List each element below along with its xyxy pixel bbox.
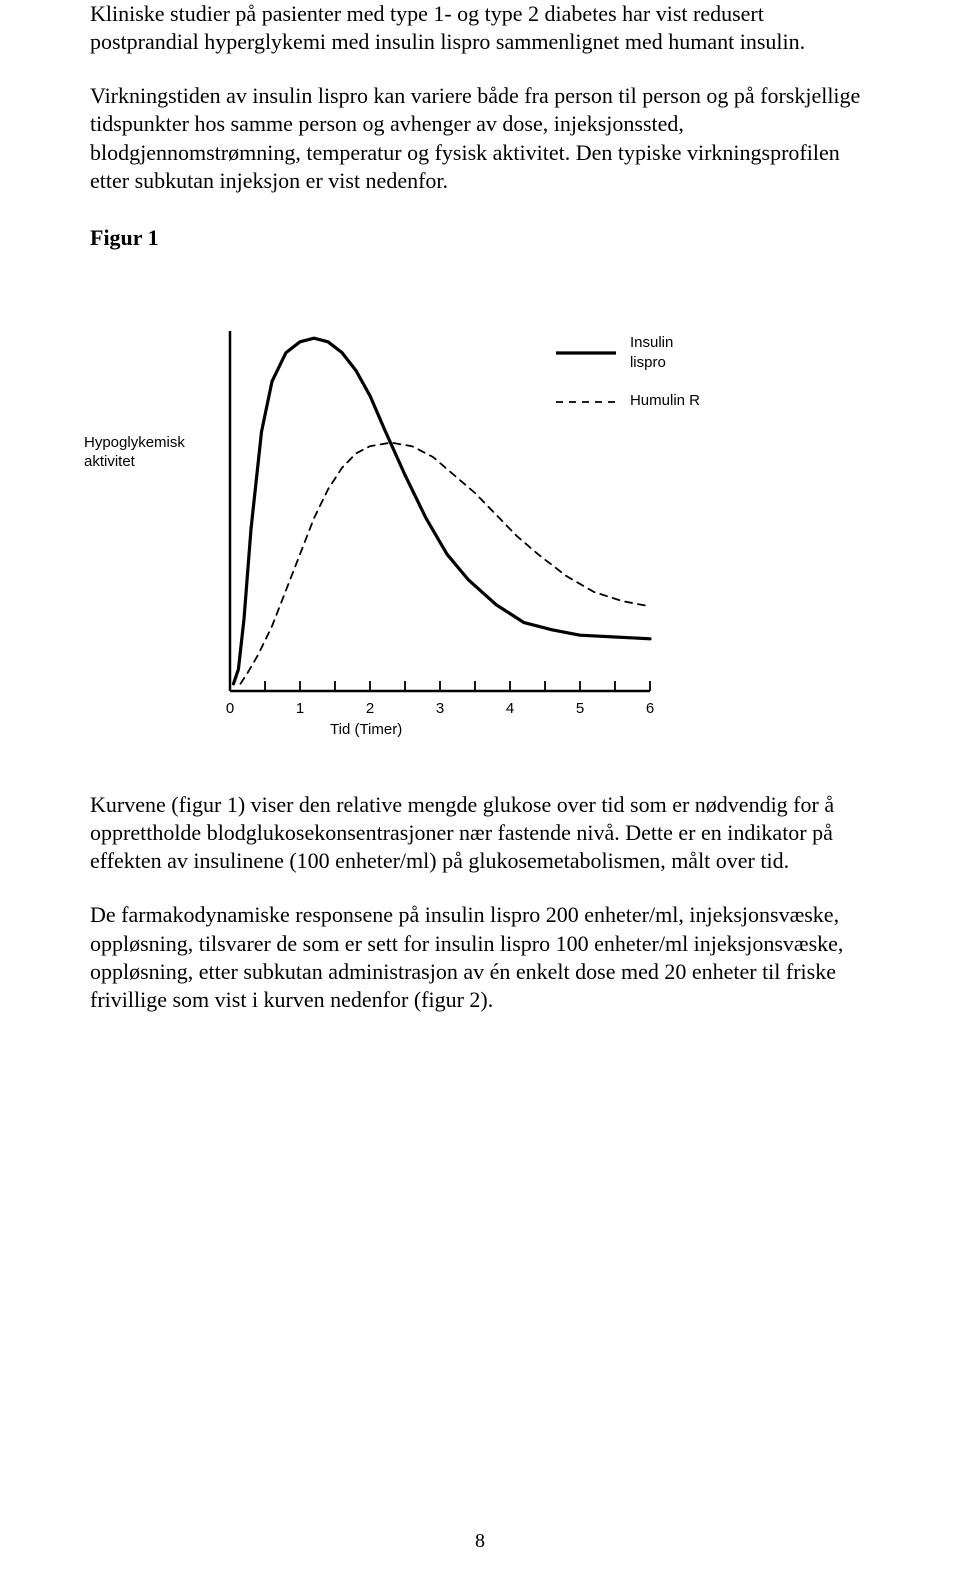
legend-label-lispro-2: lispro <box>630 354 666 371</box>
legend-swatch-solid <box>556 343 616 363</box>
paragraph-4: De farmakodynamiske responsene på insuli… <box>90 901 870 1014</box>
x-axis-label: Tid (Timer) <box>330 721 402 738</box>
legend-swatch-dashed <box>556 392 616 412</box>
svg-text:3: 3 <box>436 700 444 717</box>
y-axis-label: Hypoglykemisk aktivitet <box>84 433 185 472</box>
svg-text:5: 5 <box>576 700 584 717</box>
page-number: 8 <box>0 1530 960 1553</box>
svg-text:0: 0 <box>226 700 234 717</box>
y-axis-label-line1: Hypoglykemisk <box>84 433 185 453</box>
paragraph-1: Kliniske studier på pasienter med type 1… <box>90 0 870 56</box>
figure-1-chart: Hypoglykemisk aktivitet 0123456 Tid (Tim… <box>90 261 870 781</box>
legend-label-humulin-1: Humulin R <box>630 392 700 409</box>
svg-text:6: 6 <box>646 700 654 717</box>
legend-label-lispro: Insulin lispro <box>630 333 673 374</box>
paragraph-3: Kurvene (figur 1) viser den relative men… <box>90 791 870 875</box>
svg-text:4: 4 <box>506 700 514 717</box>
chart-legend: Insulin lispro Humulin R <box>556 333 700 430</box>
chart-svg: 0 1 2 3 4 5 6 <box>90 261 870 781</box>
legend-label-humulin: Humulin R <box>630 391 700 411</box>
paragraph-2: Virkningstiden av insulin lispro kan var… <box>90 82 870 195</box>
legend-item-humulin: Humulin R <box>556 391 700 411</box>
svg-text:1: 1 <box>296 700 304 717</box>
page: Kliniske studier på pasienter med type 1… <box>0 0 960 1581</box>
svg-text:2: 2 <box>366 700 374 717</box>
figure-title: Figur 1 <box>90 225 870 251</box>
legend-item-lispro: Insulin lispro <box>556 333 700 374</box>
legend-label-lispro-1: Insulin <box>630 334 673 351</box>
y-axis-label-line2: aktivitet <box>84 452 185 472</box>
